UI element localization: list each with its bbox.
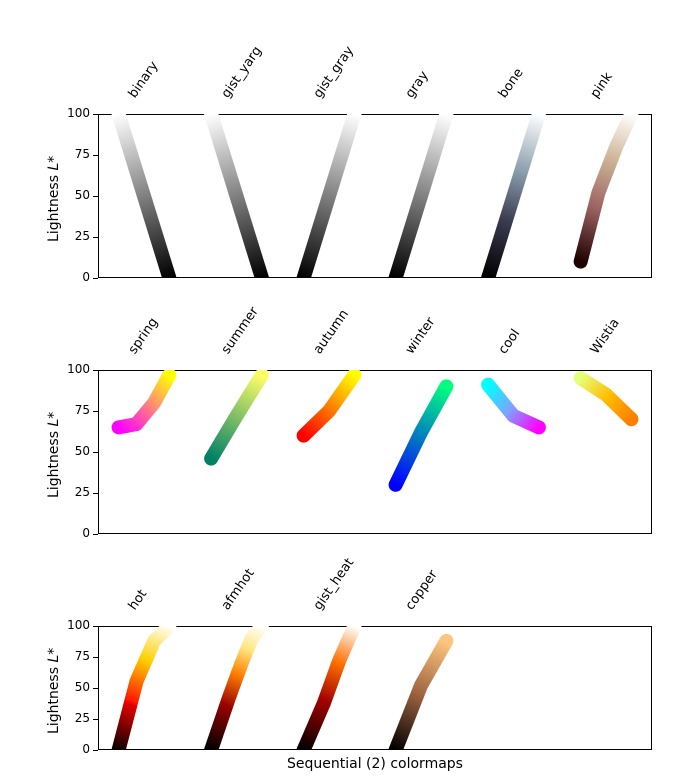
colormap-trace-Wistia [581,378,632,419]
y-tick-label: 100 [62,106,90,120]
colormap-trace-gist_heat [304,626,355,750]
colormap-trace-gist_yarg [211,114,262,278]
y-tick-label: 50 [62,188,90,202]
y-tick-label: 75 [62,403,90,417]
trace-svg-2 [98,626,652,750]
y-axis-label: Lightness L* [46,412,62,498]
colormap-label-pink: pink [588,70,616,101]
colormap-trace-summer [211,375,262,459]
y-tick-label: 75 [62,649,90,663]
colormap-label-gray: gray [403,68,432,101]
colormap-label-copper: copper [403,568,441,613]
y-axis-label: Lightness L* [46,156,62,242]
y-tick-label: 100 [62,362,90,376]
colormap-label-Wistia: Wistia [588,316,623,357]
colormap-label-afmhot: afmhot [218,566,257,613]
colormap-label-autumn: autumn [311,307,352,357]
colormap-label-gist_yarg: gist_yarg [218,44,264,101]
colormap-label-binary: binary [126,59,162,101]
y-tick-label: 0 [62,742,90,756]
y-tick-label: 25 [62,711,90,725]
colormap-trace-binary [119,114,170,278]
y-tick-mark [93,750,98,751]
y-tick-mark [93,534,98,535]
trace-svg-1 [98,370,652,534]
colormap-label-summer: summer [218,304,261,357]
y-tick-label: 50 [62,444,90,458]
colormap-label-bone: bone [495,66,526,101]
y-tick-label: 25 [62,485,90,499]
colormap-label-gist_heat: gist_heat [311,556,357,613]
y-tick-label: 0 [62,526,90,540]
colormap-trace-spring [119,375,170,427]
colormap-trace-gray [396,114,447,278]
colormap-label-winter: winter [403,315,439,357]
x-axis-label: Sequential (2) colormaps [98,756,652,772]
chart-figure: Lightness L*0255075100binarygist_yarggis… [0,0,700,780]
colormap-label-cool: cool [495,327,523,357]
colormap-trace-pink [581,114,632,262]
colormap-trace-gist_gray [304,114,355,278]
colormap-trace-hot [119,626,170,750]
y-tick-label: 75 [62,147,90,161]
colormap-label-gist_gray: gist_gray [311,44,357,101]
trace-svg-0 [98,114,652,278]
y-tick-label: 100 [62,618,90,632]
colormap-trace-cool [488,385,539,428]
y-axis-label: Lightness L* [46,648,62,734]
y-tick-label: 0 [62,270,90,284]
colormap-trace-bone [488,114,539,278]
colormap-label-spring: spring [126,315,162,357]
colormap-trace-afmhot [211,626,262,750]
y-tick-label: 50 [62,680,90,694]
colormap-label-hot: hot [126,587,151,613]
y-tick-label: 25 [62,229,90,243]
colormap-trace-copper [396,641,447,750]
colormap-trace-winter [396,386,447,484]
colormap-trace-autumn [304,375,355,436]
y-tick-mark [93,278,98,279]
